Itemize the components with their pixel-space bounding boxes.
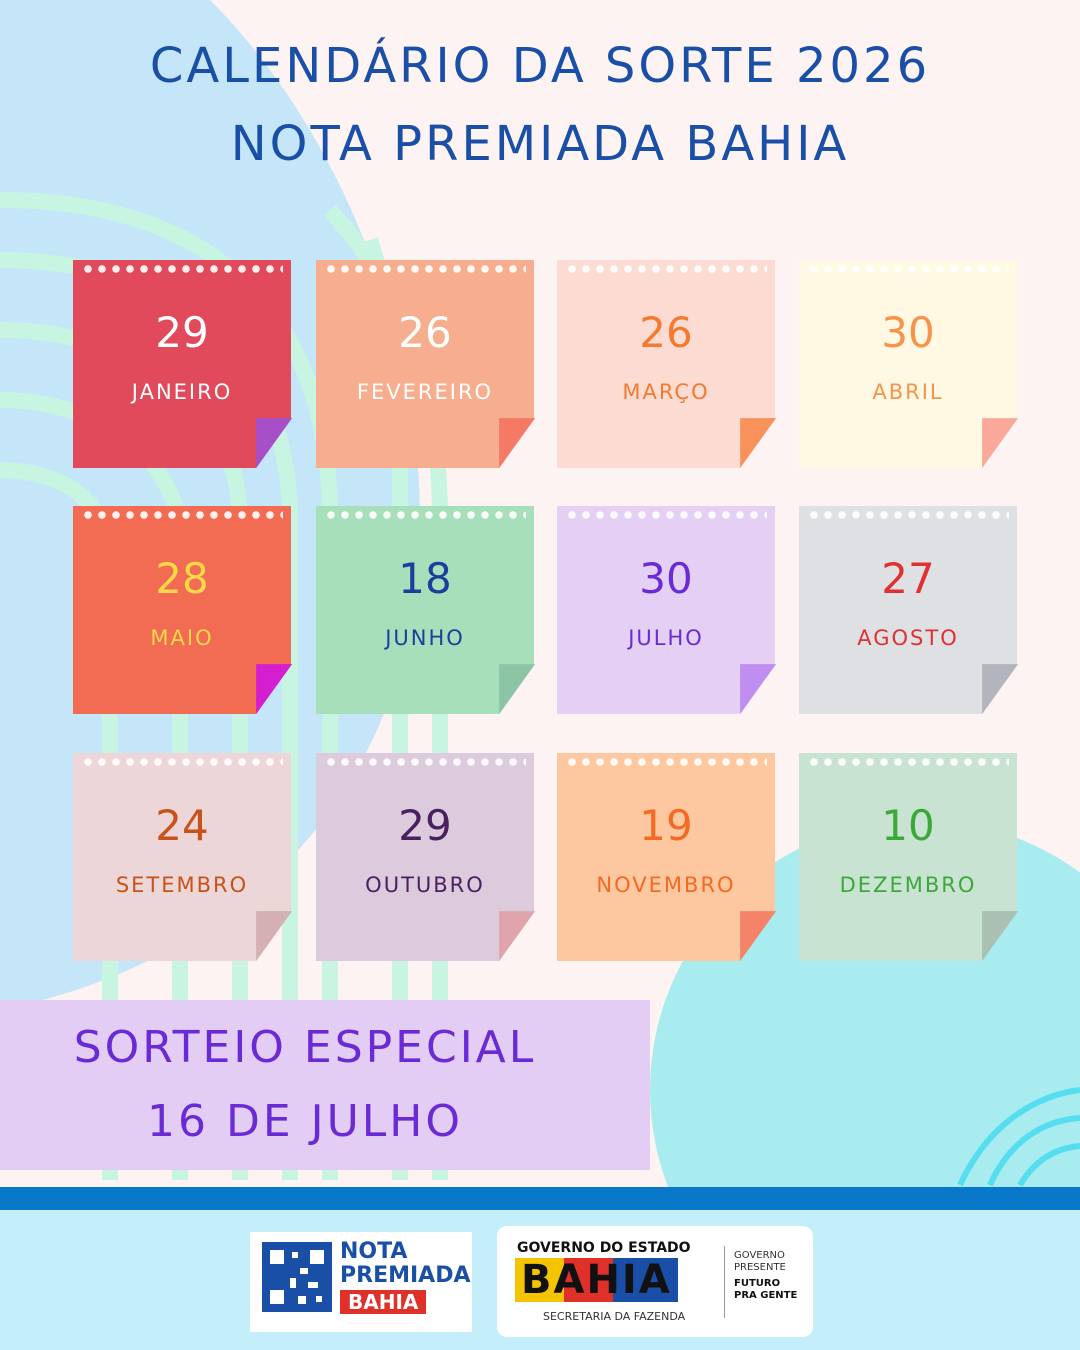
- day-number: 26: [639, 308, 693, 357]
- logo-text: PRA GENTE: [734, 1290, 798, 1301]
- binding-holes: [81, 510, 283, 520]
- binding-holes: [565, 510, 767, 520]
- logo-text: GOVERNO DO ESTADO: [517, 1240, 691, 1256]
- calendar-card: 29 JANEIRO: [73, 260, 291, 468]
- calendar-card: 27 AGOSTO: [799, 506, 1017, 714]
- logo-text: NOTA: [340, 1239, 408, 1264]
- logo-text: BAHIA: [515, 1258, 678, 1302]
- binding-holes: [807, 510, 1009, 520]
- divider: [724, 1246, 725, 1318]
- day-number: 18: [398, 554, 452, 603]
- day-number: 19: [639, 801, 693, 850]
- day-number: 29: [155, 308, 209, 357]
- title-line: NOTA PREMIADA BAHIA: [230, 116, 850, 172]
- calendar-card: 10 DEZEMBRO: [799, 753, 1017, 961]
- calendar-card: 18 JUNHO: [316, 506, 534, 714]
- month-name: JUNHO: [385, 626, 465, 650]
- day-number: 28: [155, 554, 209, 603]
- day-number: 29: [398, 801, 452, 850]
- day-number: 27: [881, 554, 935, 603]
- binding-holes: [565, 757, 767, 767]
- special-text: 16 DE JULHO: [146, 1096, 464, 1147]
- month-name: MARÇO: [622, 380, 710, 404]
- calendar-card: 28 MAIO: [73, 506, 291, 714]
- binding-holes: [81, 757, 283, 767]
- title-line: CALENDÁRIO DA SORTE 2026: [149, 38, 931, 94]
- calendar-card: 26 FEVEREIRO: [316, 260, 534, 468]
- binding-holes: [565, 264, 767, 274]
- logo-text: SECRETARIA DA FAZENDA: [543, 1310, 686, 1323]
- month-name: JULHO: [628, 626, 704, 650]
- calendar-card: 24 SETEMBRO: [73, 753, 291, 961]
- special-text: SORTEIO ESPECIAL: [73, 1022, 537, 1073]
- binding-holes: [324, 757, 526, 767]
- day-number: 30: [881, 308, 935, 357]
- logo-text: PRESENTE: [734, 1262, 786, 1273]
- binding-holes: [324, 510, 526, 520]
- gov-logo: GOVERNO DO ESTADO BAHIA SECRETARIA DA FA…: [497, 1226, 813, 1337]
- day-number: 26: [398, 308, 452, 357]
- month-name: NOVEMBRO: [596, 873, 736, 897]
- nota-logo: NOTA PREMIADA BAHIA: [250, 1232, 472, 1332]
- month-name: MAIO: [150, 626, 214, 650]
- calendar-card: 30 JULHO: [557, 506, 775, 714]
- month-name: DEZEMBRO: [839, 873, 977, 897]
- calendar-card: 30 ABRIL: [799, 260, 1017, 468]
- month-name: FEVEREIRO: [356, 380, 494, 404]
- logo-text: GOVERNO: [734, 1250, 785, 1261]
- binding-holes: [807, 264, 1009, 274]
- calendar-card: 19 NOVEMBRO: [557, 753, 775, 961]
- binding-holes: [81, 264, 283, 274]
- special-box: SORTEIO ESPECIAL 16 DE JULHO: [0, 1000, 650, 1170]
- binding-holes: [807, 757, 1009, 767]
- day-number: 24: [155, 801, 209, 850]
- qr-code: [262, 1242, 332, 1312]
- calendar-card: 26 MARÇO: [557, 260, 775, 468]
- month-name: JANEIRO: [131, 380, 233, 404]
- day-number: 10: [881, 801, 935, 850]
- logo-text: FUTURO: [734, 1278, 781, 1289]
- month-name: OUTUBRO: [365, 873, 485, 897]
- month-name: AGOSTO: [857, 626, 959, 650]
- binding-holes: [324, 264, 526, 274]
- logo-text: BAHIA: [340, 1290, 427, 1314]
- month-name: SETEMBRO: [115, 873, 249, 897]
- day-number: 30: [639, 554, 693, 603]
- logo-text: PREMIADA: [340, 1263, 471, 1288]
- calendar-card: 29 OUTUBRO: [316, 753, 534, 961]
- month-name: ABRIL: [872, 380, 944, 404]
